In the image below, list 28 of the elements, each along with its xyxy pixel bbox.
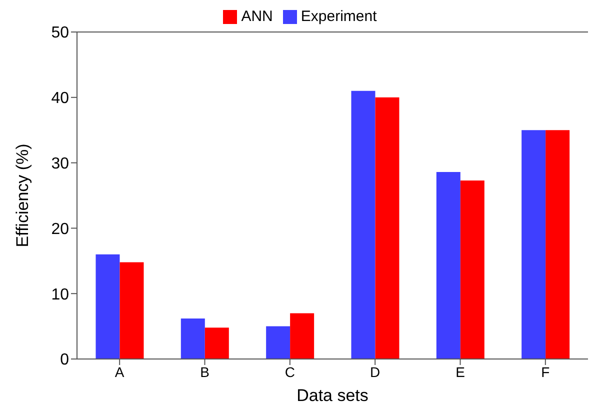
x-tick-label: C [284,364,295,380]
x-tick-label: D [370,364,380,380]
bar [204,328,229,359]
bar [290,313,314,359]
bar [460,180,484,359]
legend-label: Experiment [300,8,377,25]
x-axis-title: Data sets [296,386,368,405]
y-tick-label: 50 [51,24,70,42]
legend-label: ANN [241,8,273,25]
y-tick-label: 10 [51,286,70,304]
x-tick-label: A [114,364,125,380]
bar [546,130,570,359]
y-tick-label: 0 [60,352,70,369]
y-tick-label: 40 [51,90,70,108]
bar [180,318,205,359]
bar [436,172,460,359]
bar [375,97,400,359]
y-tick-label: 20 [51,220,70,238]
x-tick-label: E [456,364,465,380]
bar [120,262,144,359]
x-tick-label: B [200,364,210,380]
y-tick-label: 30 [51,155,70,172]
x-tick-label: F [541,364,550,380]
bar [351,90,376,359]
bar [96,254,120,359]
y-axis-title: Efficiency (%) [13,144,32,248]
bar [266,326,290,359]
bar [522,130,546,359]
